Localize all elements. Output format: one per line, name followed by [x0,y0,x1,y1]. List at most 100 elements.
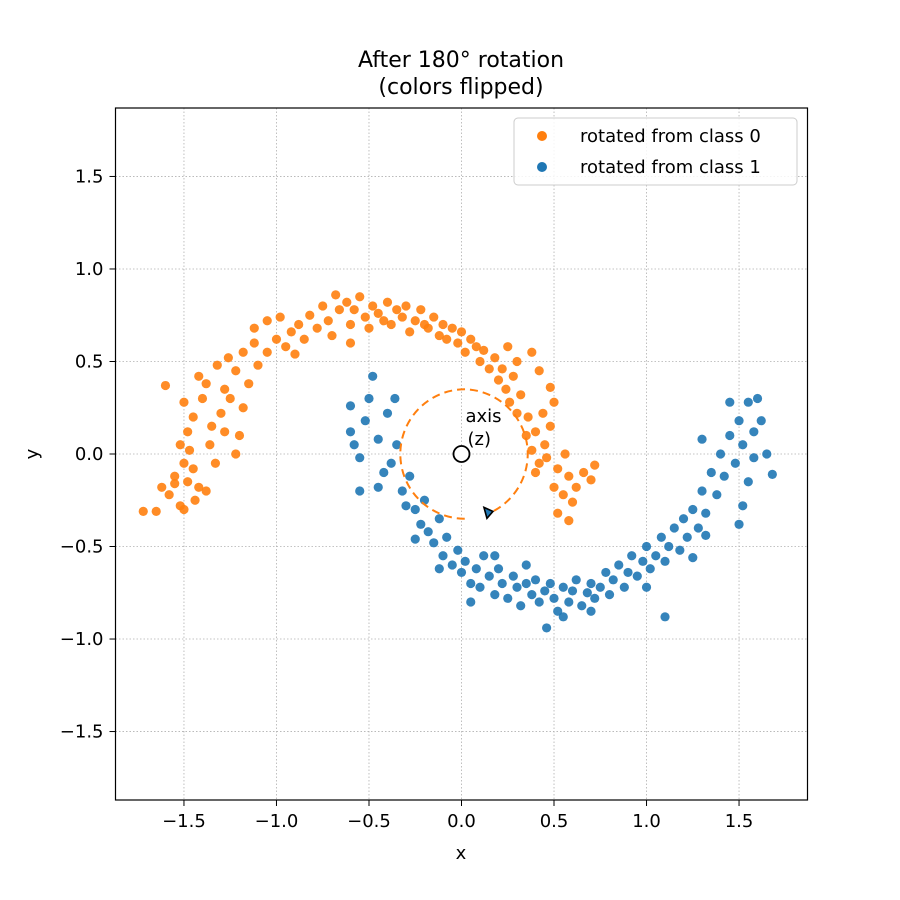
point-class1 [567,586,578,596]
axis-annotation-label: axis [466,406,502,427]
point-class0 [545,382,555,392]
point-class1 [416,519,426,529]
point-class0 [493,375,504,385]
point-class1 [545,578,555,589]
point-class0 [571,482,581,492]
point-class1 [373,482,383,492]
x-tick-label: 1.5 [725,811,754,832]
point-class0 [397,312,407,322]
point-class1 [456,567,467,578]
point-class1 [743,477,753,487]
point-class0 [238,403,248,413]
point-class0 [512,356,522,367]
point-class1 [752,393,763,404]
x-tick-label: −0.5 [347,811,391,832]
point-class0 [586,475,596,485]
point-class0 [564,516,574,526]
point-class0 [188,464,198,474]
point-class1 [669,523,679,533]
point-class1 [767,469,777,479]
point-class1 [512,582,522,592]
point-class0 [471,342,481,352]
point-class0 [331,290,341,300]
point-class1 [678,514,689,524]
point-class0 [508,371,518,381]
y-tick-label: −1.5 [60,722,104,743]
point-class0 [379,316,389,326]
y-tick-label: 1.0 [75,259,104,280]
point-class1 [656,532,666,542]
point-class1 [558,612,568,622]
point-class0 [530,467,541,478]
point-class0 [410,316,420,326]
point-class1 [438,551,448,561]
point-class0 [238,347,248,357]
point-class1 [701,508,711,518]
point-class1 [577,601,587,611]
x-axis-label: x [456,843,467,864]
point-class1 [542,623,552,633]
point-class0 [355,292,365,302]
point-class0 [368,301,378,311]
point-class0 [475,356,485,367]
point-class0 [312,323,322,333]
point-class1 [466,578,476,589]
point-class1 [527,590,537,600]
point-class0 [207,421,217,431]
point-class1 [762,449,772,459]
point-class1 [410,534,420,544]
point-class0 [179,397,189,407]
point-class1 [595,582,605,592]
point-class0 [194,371,204,381]
point-class0 [553,508,563,518]
point-class1 [715,449,726,459]
point-class0 [318,301,328,311]
point-class0 [405,327,415,337]
point-class0 [170,479,180,489]
point-class0 [234,430,245,441]
point-class0 [164,490,174,500]
x-tick-label: 1.0 [632,811,661,832]
point-class1 [392,440,402,450]
point-class1 [688,553,698,563]
point-class0 [299,334,309,344]
point-class0 [194,482,204,492]
point-class1 [682,532,692,542]
legend-label-class0: rotated from class 0 [580,126,761,147]
point-class1 [660,612,670,622]
point-class1 [697,486,707,496]
point-class1 [706,467,716,478]
point-class1 [405,471,415,481]
point-class1 [586,606,596,616]
point-class1 [434,514,444,524]
point-class0 [553,464,563,474]
point-class0 [364,323,374,333]
point-class0 [542,453,552,463]
point-class1 [390,393,400,404]
point-class1 [508,571,518,581]
point-class1 [734,519,744,529]
point-class1 [738,501,748,511]
point-class1 [564,597,574,607]
point-class0 [345,319,356,330]
point-class0 [249,323,259,333]
point-class0 [521,430,531,441]
point-class0 [373,308,383,318]
point-class0 [157,482,167,492]
point-class1 [447,560,457,570]
point-class1 [601,567,611,578]
point-class0 [416,305,426,315]
point-class0 [231,449,241,459]
point-class1 [497,578,507,589]
point-class1 [730,458,740,468]
point-class0 [188,412,198,422]
point-class0 [184,445,195,455]
point-class0 [201,486,211,496]
point-class1 [641,582,652,592]
point-class1 [641,541,652,552]
point-class0 [253,360,263,370]
point-class0 [294,319,304,330]
point-class1 [423,527,433,537]
point-class0 [534,458,544,468]
point-class1 [434,564,444,574]
